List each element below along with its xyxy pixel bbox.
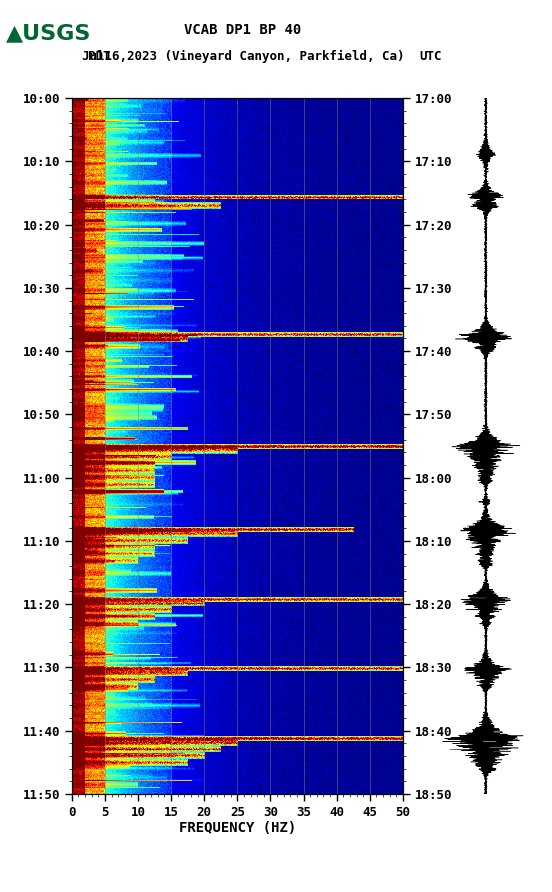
- Text: PDT: PDT: [88, 50, 111, 63]
- Text: Jul16,2023 (Vineyard Canyon, Parkfield, Ca): Jul16,2023 (Vineyard Canyon, Parkfield, …: [82, 50, 404, 63]
- Text: UTC: UTC: [420, 50, 442, 63]
- Text: VCAB DP1 BP 40: VCAB DP1 BP 40: [184, 23, 301, 37]
- X-axis label: FREQUENCY (HZ): FREQUENCY (HZ): [179, 822, 296, 836]
- Text: ▲USGS: ▲USGS: [6, 23, 91, 44]
